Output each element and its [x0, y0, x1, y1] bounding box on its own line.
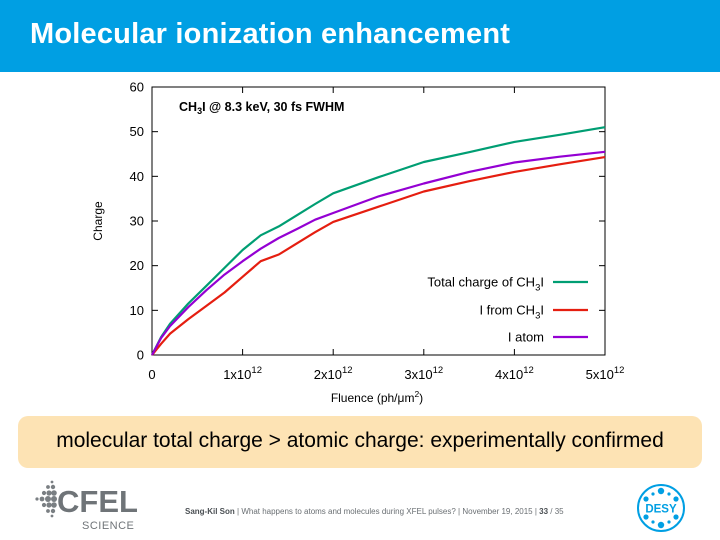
x-axis: 0 1x1012 2x1012 3x1012 4x1012 5x1012 [148, 87, 624, 382]
title-bar: Molecular ionization enhancement [0, 0, 720, 72]
series-line-i-atom [151, 150, 606, 356]
footer-talk-title: What happens to atoms and molecules duri… [241, 507, 456, 516]
x-tick-label: 3x1012 [404, 365, 443, 382]
slide-title: Molecular ionization enhancement [30, 18, 511, 50]
legend-entry-label: I atom [508, 330, 544, 345]
series-lines [151, 126, 606, 356]
svg-text:SCIENCE: SCIENCE [82, 520, 134, 532]
y-tick-label: 20 [130, 258, 144, 273]
series-line-i-from-ch3i [151, 156, 606, 356]
footer-separator: | [532, 507, 540, 516]
y-tick-label: 30 [130, 214, 144, 229]
footer-date: November 19, 2015 [462, 507, 533, 516]
footer-separator: | [234, 507, 242, 516]
fluence-charge-chart: 0 10 20 30 40 50 60 0 1x1012 2x1012 3x1012 4x1012 5… [91, 80, 624, 406]
cfel-dots-icon [35, 480, 57, 518]
desy-logo: DESY [637, 484, 685, 532]
desy-atom-icon [643, 487, 679, 529]
footer-page-total: / 35 [548, 507, 564, 516]
conclusion-callout: molecular total charge > atomic charge: … [18, 416, 702, 468]
x-tick-label: 1x1012 [223, 365, 262, 382]
x-tick-label: 5x1012 [586, 365, 625, 382]
footer-page-number: 33 [539, 507, 549, 516]
svg-text:CFEL: CFEL [57, 484, 138, 519]
footer-author: Sang-Kil Son [185, 507, 235, 516]
conclusion-text: molecular total charge > atomic charge: … [56, 429, 664, 452]
y-tick-label: 60 [130, 80, 144, 95]
chart-annotation: CH3I @ 8.3 keV, 30 fs FWHM [179, 100, 344, 116]
legend-entry-label: Total charge of CH3I [427, 275, 544, 294]
cfel-science-logo: CFEL SCIENCE [35, 480, 138, 532]
y-axis: 0 10 20 30 40 50 60 [130, 80, 605, 363]
footer: Sang-Kil Son | What happens to atoms and… [185, 507, 564, 516]
x-axis-label: Fluence (ph/μm2) [331, 389, 423, 405]
y-axis-label: Charge [91, 201, 105, 241]
y-tick-label: 40 [130, 169, 144, 184]
legend: Total charge of CH3I I from CH3I I atom [427, 275, 588, 345]
x-tick-label: 0 [148, 367, 155, 382]
series-line-total-charge-of-ch3i [151, 126, 606, 356]
y-tick-label: 0 [137, 348, 144, 363]
y-tick-label: 10 [130, 303, 144, 318]
legend-entry-label: I from CH3I [479, 303, 544, 322]
svg-text:DESY: DESY [645, 504, 677, 516]
footer-separator: | [455, 507, 463, 516]
y-tick-label: 50 [130, 124, 144, 139]
x-tick-label: 2x1012 [314, 365, 353, 382]
x-tick-label: 4x1012 [495, 365, 534, 382]
